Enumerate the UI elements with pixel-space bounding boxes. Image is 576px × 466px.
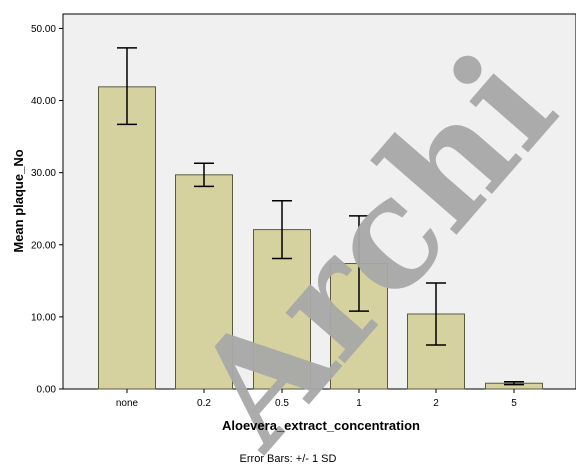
y-tick-label-50: 50.00 — [31, 24, 56, 35]
x-tick-label-2: 2 — [433, 398, 439, 409]
y-tick-label-40: 40.00 — [31, 96, 56, 107]
error-bars-layer — [117, 47, 524, 386]
error-bars-footnote: Error Bars: +/- 1 SD — [240, 453, 337, 465]
y-tick-label-0: 0.00 — [37, 385, 57, 396]
x-tick-label-1: 1 — [356, 398, 362, 409]
y-tick-label-10: 10.00 — [31, 312, 56, 323]
x-tick-label-none: none — [116, 398, 139, 409]
y-tick-label-30: 30.00 — [31, 168, 56, 179]
y-tick-label-20: 20.00 — [31, 240, 56, 251]
x-axis: none 0.2 0.5 1 2 5 — [116, 389, 517, 409]
x-tick-label-0.5: 0.5 — [275, 398, 289, 409]
y-axis-title: Mean plaque_No — [11, 149, 26, 252]
x-axis-title: Aloevera_extract_concentration — [222, 418, 420, 433]
bar-none — [98, 86, 156, 390]
y-axis: 0.00 10.00 20.00 30.00 40.00 50.00 — [31, 24, 63, 396]
x-tick-label-0.2: 0.2 — [197, 398, 211, 409]
x-tick-label-5: 5 — [511, 398, 517, 409]
